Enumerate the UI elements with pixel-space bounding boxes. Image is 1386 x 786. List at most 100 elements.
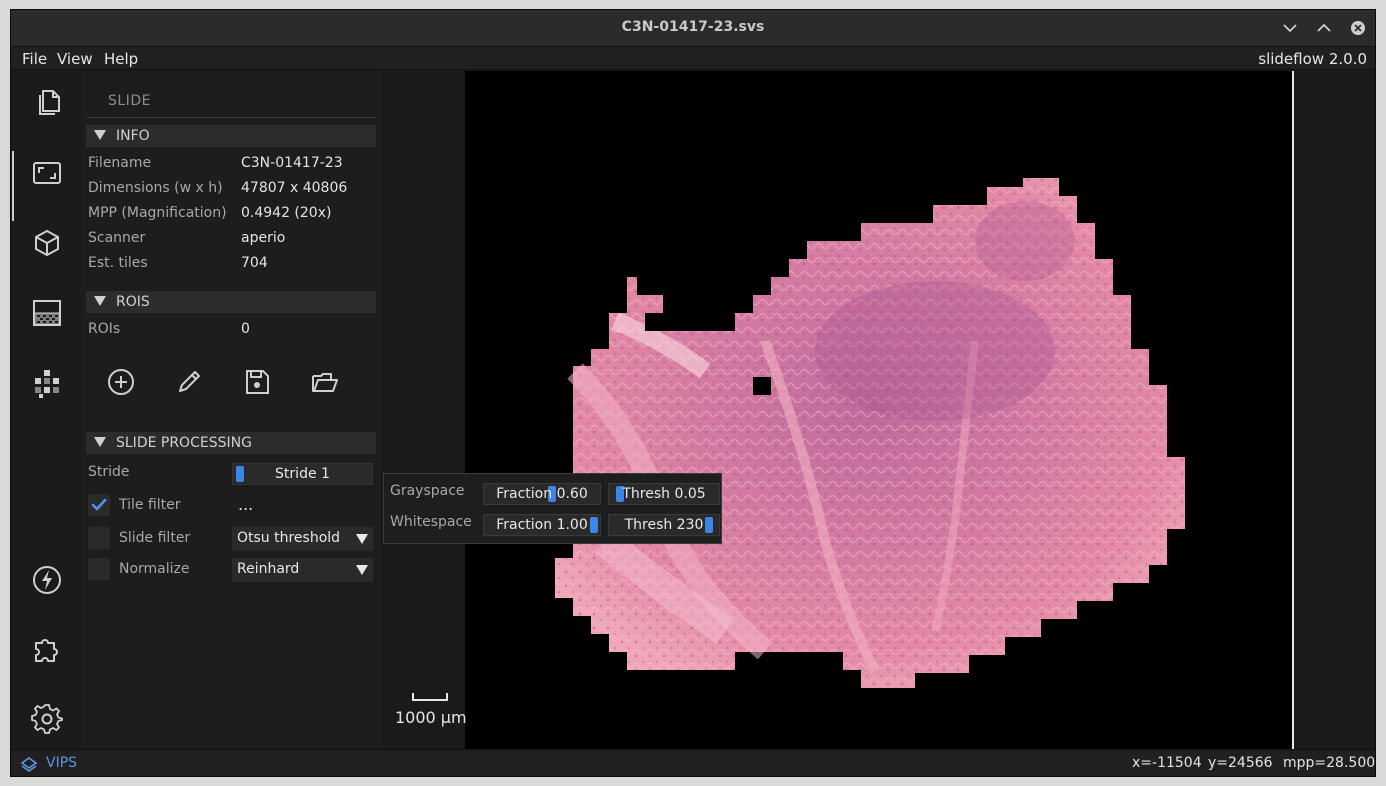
backend-label[interactable]: VIPS bbox=[46, 755, 78, 771]
scale-bar-label: 1000 µm bbox=[395, 708, 467, 727]
sidebar-slide[interactable] bbox=[12, 151, 63, 221]
chevron-up-icon bbox=[1317, 23, 1331, 32]
sidebar-files[interactable] bbox=[31, 87, 63, 119]
status-bar: VIPS x=-11504 y=24566 mpp=28.500 bbox=[11, 749, 1376, 776]
scanner-label: Scanner bbox=[88, 230, 146, 246]
sidebar-model[interactable] bbox=[31, 227, 63, 259]
processing-section-header[interactable]: SLIDE PROCESSING bbox=[86, 432, 376, 454]
close-icon bbox=[1351, 21, 1365, 35]
stride-slider[interactable]: Stride 1 bbox=[232, 463, 373, 485]
app-version: slideflow 2.0.0 bbox=[1258, 50, 1367, 68]
dropdown-arrow-icon bbox=[356, 565, 368, 575]
add-roi-button[interactable] bbox=[106, 367, 136, 397]
checkmark-icon bbox=[91, 498, 107, 511]
panel-title: SLIDE bbox=[108, 93, 151, 109]
save-roi-button[interactable] bbox=[242, 367, 272, 397]
whitespace-thresh-value: Thresh 230 bbox=[624, 517, 704, 533]
slide-panel: SLIDE INFO Filename C3N-01417-23 Dimensi… bbox=[81, 71, 381, 749]
edit-roi-button[interactable] bbox=[174, 367, 204, 397]
close-button[interactable] bbox=[1348, 18, 1368, 38]
whitespace-thresh-handle[interactable] bbox=[705, 517, 713, 533]
grayspace-label: Grayspace bbox=[390, 483, 465, 499]
gear-icon bbox=[31, 704, 63, 734]
viewer-margin-right bbox=[1294, 71, 1375, 749]
whitespace-fraction-slider[interactable]: Fraction 1.00 bbox=[483, 514, 601, 536]
dimensions-label: Dimensions (w x h) bbox=[88, 180, 223, 196]
heatmap-icon bbox=[33, 300, 61, 326]
coord-y: y=24566 bbox=[1208, 755, 1273, 771]
coord-x: x=-11504 bbox=[1132, 755, 1202, 771]
slide-filter-label: Slide filter bbox=[119, 530, 191, 546]
grayspace-thresh-handle[interactable] bbox=[616, 486, 624, 502]
minimize-button[interactable] bbox=[1280, 18, 1300, 38]
rois-label: ROIs bbox=[88, 321, 121, 337]
menu-help[interactable]: Help bbox=[104, 50, 139, 68]
grayspace-fraction-value: Fraction 0.60 bbox=[496, 486, 588, 502]
tile-filter-options-button[interactable]: ... bbox=[238, 495, 254, 514]
extensions-icon bbox=[35, 639, 58, 662]
stride-label: Stride bbox=[88, 464, 130, 480]
grayspace-fraction-handle[interactable] bbox=[548, 486, 556, 502]
whitespace-thresh-slider[interactable]: Thresh 230 bbox=[608, 514, 720, 536]
panel-divider bbox=[86, 117, 376, 118]
normalize-checkbox[interactable] bbox=[88, 558, 110, 580]
stride-value: Stride 1 bbox=[275, 466, 330, 482]
rois-header-label: ROIS bbox=[116, 294, 150, 310]
sidebar-settings[interactable] bbox=[31, 703, 63, 735]
rois-section-header[interactable]: ROIS bbox=[86, 291, 376, 313]
whitespace-fraction-handle[interactable] bbox=[590, 517, 598, 533]
mpp-value: 0.4942 (20x) bbox=[241, 205, 332, 221]
tissue-image bbox=[555, 178, 1185, 688]
sidebar-segment[interactable] bbox=[31, 367, 63, 399]
sidebar-performance[interactable] bbox=[31, 564, 63, 596]
info-section-header[interactable]: INFO bbox=[86, 125, 376, 147]
grayspace-thresh-slider[interactable]: Thresh 0.05 bbox=[608, 483, 720, 505]
load-roi-button[interactable] bbox=[310, 367, 340, 397]
dimensions-value: 47807 x 40806 bbox=[241, 180, 348, 196]
filename-label: Filename bbox=[88, 155, 152, 171]
tile-filter-checkbox[interactable] bbox=[88, 494, 110, 516]
tile-filter-label: Tile filter bbox=[119, 497, 181, 513]
whitespace-label: Whitespace bbox=[390, 514, 472, 530]
performance-icon bbox=[33, 566, 61, 594]
filename-value: C3N-01417-23 bbox=[241, 155, 343, 171]
slide-filter-checkbox[interactable] bbox=[88, 527, 110, 549]
scale-bar bbox=[412, 693, 448, 701]
mpp-label: MPP (Magnification) bbox=[88, 205, 227, 221]
slide-filter-selected: Otsu threshold bbox=[237, 530, 341, 546]
menu-file[interactable]: File bbox=[22, 50, 48, 68]
save-roi-icon bbox=[246, 370, 269, 394]
dropdown-arrow-icon bbox=[356, 534, 368, 544]
app-window: C3N-01417-23.svs File View Help slideflo… bbox=[10, 9, 1376, 777]
maximize-button[interactable] bbox=[1314, 18, 1334, 38]
files-icon bbox=[39, 90, 60, 115]
grayspace-fraction-slider[interactable]: Fraction 0.60 bbox=[483, 483, 601, 505]
chevron-down-icon bbox=[1283, 24, 1297, 33]
normalize-selected: Reinhard bbox=[237, 561, 300, 577]
grayspace-thresh-value: Thresh 0.05 bbox=[622, 486, 706, 502]
processing-header-label: SLIDE PROCESSING bbox=[116, 435, 252, 451]
stride-slider-handle[interactable] bbox=[236, 466, 244, 482]
normalize-dropdown[interactable]: Reinhard bbox=[232, 558, 373, 582]
slide-icon bbox=[33, 162, 61, 184]
mpp-readout: mpp=28.500 bbox=[1283, 755, 1376, 771]
sidebar-heatmap[interactable] bbox=[31, 297, 63, 329]
normalize-label: Normalize bbox=[119, 561, 190, 577]
scanner-value: aperio bbox=[241, 230, 286, 246]
tile-filter-popup: Grayspace Fraction 0.60 Thresh 0.05 Whit… bbox=[383, 473, 722, 544]
collapse-triangle-icon bbox=[94, 437, 106, 447]
menu-view[interactable]: View bbox=[57, 50, 93, 68]
est-tiles-label: Est. tiles bbox=[88, 255, 148, 271]
window-title: C3N-01417-23.svs bbox=[621, 19, 765, 35]
whitespace-fraction-value: Fraction 1.00 bbox=[496, 517, 588, 533]
viewer-edge-line bbox=[1292, 71, 1294, 749]
rois-count: 0 bbox=[241, 321, 250, 337]
slide-viewer[interactable] bbox=[465, 71, 1293, 749]
icon-sidebar bbox=[11, 71, 81, 749]
collapse-triangle-icon bbox=[94, 130, 106, 140]
viewer-margin-left bbox=[381, 71, 465, 749]
sidebar-extensions[interactable] bbox=[31, 633, 63, 665]
edit-roi-icon bbox=[179, 371, 200, 392]
slide-filter-dropdown[interactable]: Otsu threshold bbox=[232, 527, 373, 551]
backend-icon bbox=[20, 757, 38, 772]
